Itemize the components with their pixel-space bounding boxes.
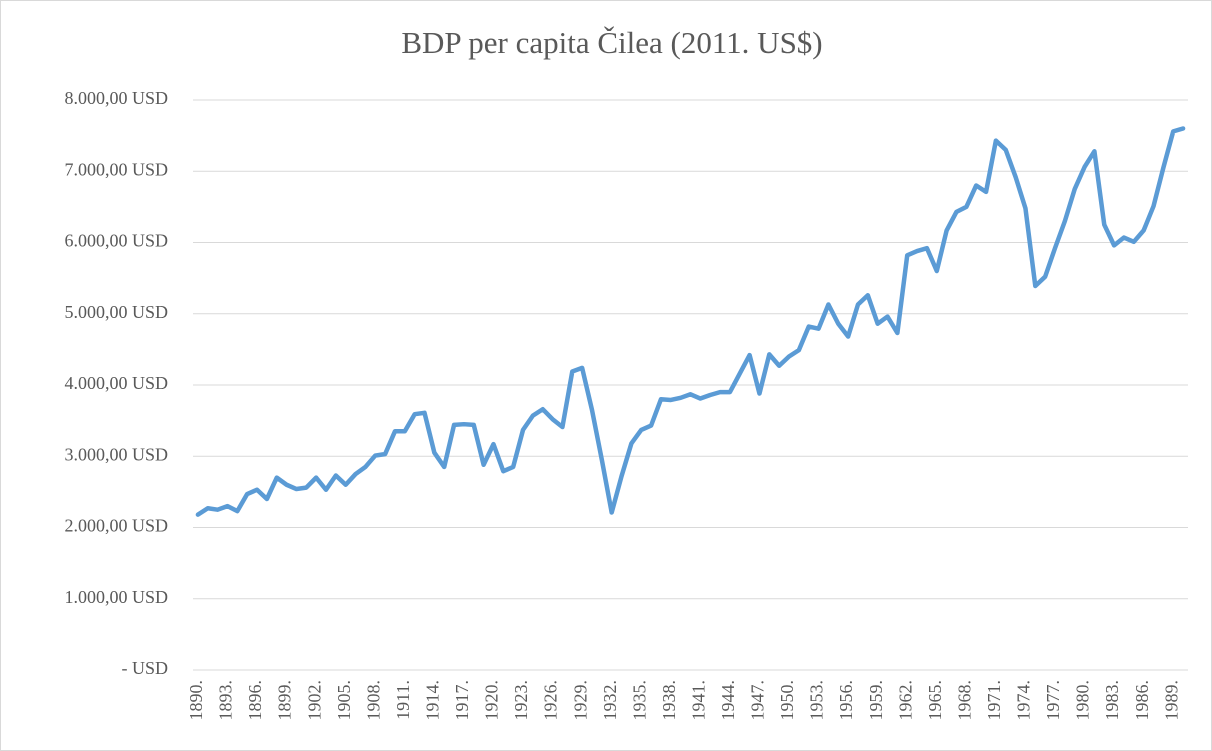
x-tick-label: 1926. (541, 680, 561, 721)
x-tick-label: 1905. (334, 680, 354, 721)
x-tick-label: 1911. (393, 680, 413, 720)
x-tick-label: 1959. (866, 680, 886, 721)
x-tick-label: 1956. (836, 680, 856, 721)
x-tick-label: 1908. (363, 680, 383, 721)
x-tick-label: 1965. (925, 680, 945, 721)
x-tick-label: 1980. (1073, 680, 1093, 721)
x-tick-label: 1899. (275, 680, 295, 721)
x-tick-label: 1986. (1132, 680, 1152, 721)
x-tick-label: 1974. (1014, 680, 1034, 721)
y-tick-label: 5.000,00 USD (64, 302, 168, 322)
x-tick-label: 1902. (304, 680, 324, 721)
x-tick-label: 1896. (245, 680, 265, 721)
x-tick-label: 1890. (186, 680, 206, 721)
y-tick-label: 2.000,00 USD (64, 516, 168, 536)
x-tick-label: 1929. (570, 680, 590, 721)
x-tick-label: 1983. (1102, 680, 1122, 721)
y-tick-label: 3.000,00 USD (64, 444, 168, 464)
y-tick-label: - USD (121, 658, 168, 678)
x-tick-label: 1893. (216, 680, 236, 721)
x-tick-label: 1920. (482, 680, 502, 721)
x-tick-label: 1989. (1161, 680, 1181, 721)
y-tick-label: 8.000,00 USD (64, 88, 168, 108)
x-tick-label: 1950. (777, 680, 797, 721)
y-tick-label: 6.000,00 USD (64, 231, 168, 251)
y-tick-label: 7.000,00 USD (64, 159, 168, 179)
x-tick-label: 1962. (895, 680, 915, 721)
data-line (195, 126, 1186, 517)
x-tick-label: 1953. (807, 680, 827, 721)
chart-title: BDP per capita Čilea (2011. US$) (401, 25, 822, 60)
x-tick-label: 1923. (511, 680, 531, 721)
x-tick-label: 1977. (1043, 680, 1063, 721)
x-tick-label: 1935. (629, 680, 649, 721)
x-tick-label: 1968. (954, 680, 974, 721)
x-tick-label: 1917. (452, 680, 472, 721)
x-tick-label: 1947. (748, 680, 768, 721)
y-tick-label: 1.000,00 USD (64, 587, 168, 607)
x-tick-label: 1938. (659, 680, 679, 721)
y-tick-label: 4.000,00 USD (64, 373, 168, 393)
x-tick-label: 1971. (984, 680, 1004, 721)
x-tick-label: 1941. (688, 680, 708, 721)
x-tick-label: 1914. (422, 680, 442, 721)
x-tick-label: 1944. (718, 680, 738, 721)
x-tick-label: 1932. (600, 680, 620, 721)
